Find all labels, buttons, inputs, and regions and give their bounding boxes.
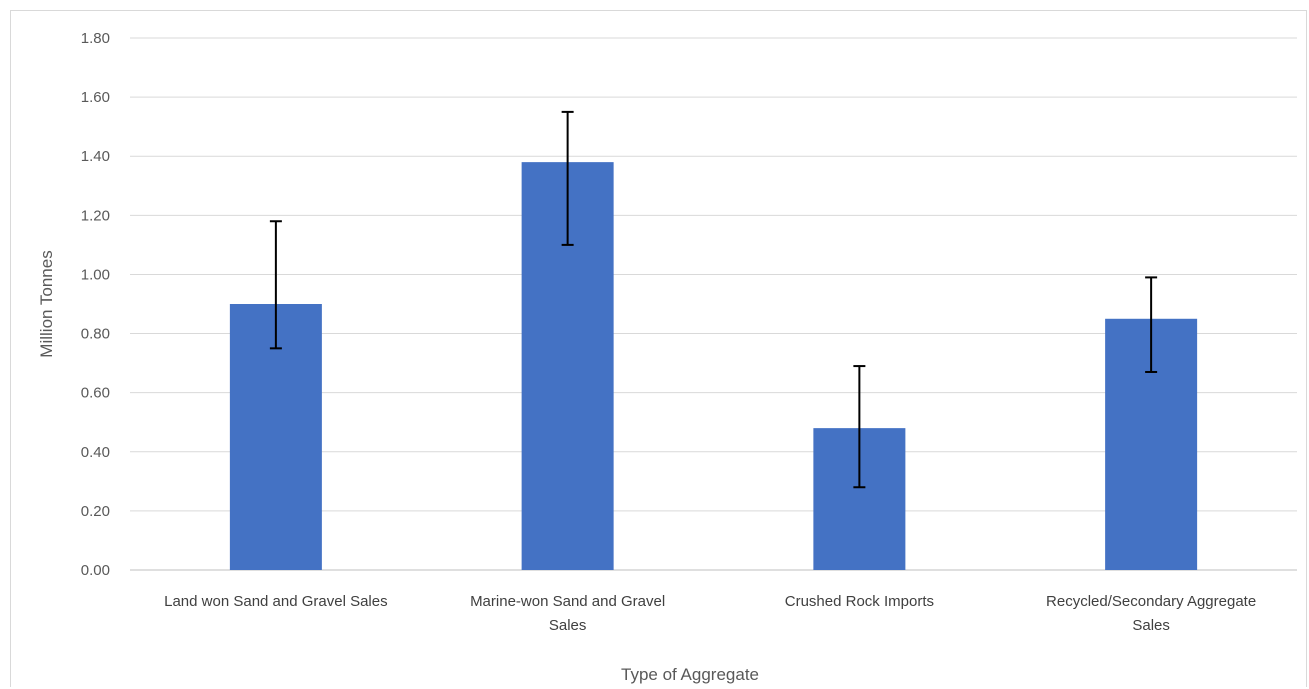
category-label: Recycled/Secondary Aggregate [1046, 593, 1256, 610]
y-tick-label: 1.20 [81, 207, 110, 224]
y-axis-title: Million Tonnes [37, 250, 56, 357]
y-tick-label: 0.80 [81, 326, 110, 343]
y-tick-labels: 0.00 0.20 0.40 0.60 0.80 1.00 1.20 1.40 1.60 1.80 [81, 30, 110, 579]
y-tick-label: 1.80 [81, 30, 110, 47]
error-bar [1145, 276, 1158, 373]
category-label: Land won Sand and Gravel Sales [164, 593, 387, 610]
x-axis-title: Type of Aggregate [621, 665, 759, 684]
category-labels: Land won Sand and Gravel Sales Marine-won… [164, 593, 1256, 634]
y-tick-label: 1.00 [81, 266, 110, 283]
category-label: Sales [549, 617, 587, 634]
y-tick-label: 0.00 [81, 562, 110, 579]
category-label: Sales [1132, 617, 1170, 634]
error-bars [269, 110, 1158, 489]
y-tick-label: 1.40 [81, 148, 110, 165]
gridlines [130, 37, 1297, 571]
y-tick-label: 0.40 [81, 444, 110, 461]
error-bar [269, 220, 282, 350]
error-bar [853, 365, 866, 489]
bars [229, 162, 1198, 570]
y-tick-label: 1.60 [81, 89, 110, 106]
y-tick-label: 0.20 [81, 503, 110, 520]
chart-frame [10, 10, 1307, 687]
y-tick-label: 0.60 [81, 385, 110, 402]
category-label: Marine-won Sand and Gravel [470, 593, 665, 610]
category-label: Crushed Rock Imports [785, 593, 934, 610]
error-bar [561, 110, 574, 246]
